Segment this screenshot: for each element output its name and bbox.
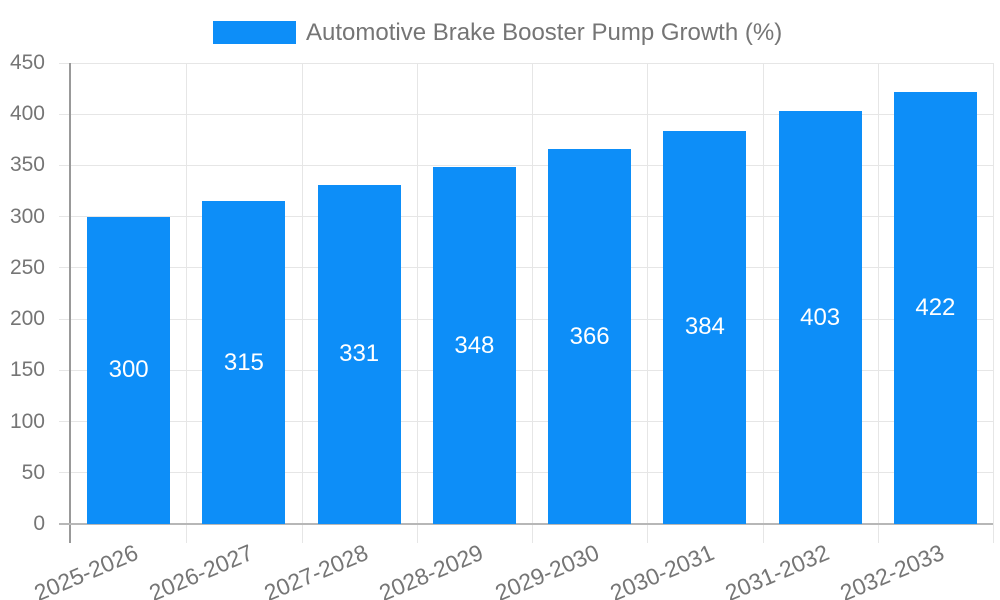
y-axis-tick-label: 50 xyxy=(21,460,45,484)
y-axis-tick-label: 100 xyxy=(9,409,45,433)
bar-value-label: 348 xyxy=(454,331,495,359)
bar-value-label: 315 xyxy=(223,348,264,376)
y-gridline xyxy=(59,164,993,166)
bar[interactable] xyxy=(317,184,401,524)
bar-value-label: 300 xyxy=(108,356,149,384)
legend-label: Automotive Brake Booster Pump Growth (%) xyxy=(306,19,783,46)
x-gridline xyxy=(763,63,764,543)
x-gridline xyxy=(302,63,303,543)
y-gridline xyxy=(59,318,993,320)
x-gridline xyxy=(647,63,648,543)
x-axis-tick-label: 2030-2031 xyxy=(606,539,718,600)
x-gridline xyxy=(186,63,187,543)
x-gridline xyxy=(878,63,879,543)
x-axis-tick-label: 2026-2027 xyxy=(145,539,257,600)
bar[interactable] xyxy=(893,91,977,524)
bar-value-label: 384 xyxy=(684,313,725,341)
y-gridline xyxy=(59,421,993,423)
x-axis-baseline xyxy=(59,523,993,525)
legend-swatch xyxy=(213,21,296,44)
y-gridline xyxy=(59,472,993,474)
bar[interactable] xyxy=(548,149,632,524)
y-axis-tick-label: 250 xyxy=(9,255,45,279)
y-gridline xyxy=(59,267,993,269)
bar[interactable] xyxy=(663,130,747,524)
y-axis-tick-label: 450 xyxy=(9,51,45,74)
y-gridline xyxy=(59,216,993,218)
y-axis-tick-label: 400 xyxy=(9,102,45,126)
bar-value-label: 366 xyxy=(569,322,610,350)
x-axis-tick-label: 2031-2032 xyxy=(721,539,833,600)
bar-value-label: 422 xyxy=(915,293,956,321)
x-gridline xyxy=(417,63,418,543)
y-gridline xyxy=(59,369,993,371)
x-axis-tick-label: 2028-2029 xyxy=(375,539,488,600)
bar[interactable] xyxy=(778,111,862,524)
bar-value-label: 403 xyxy=(800,303,841,331)
y-axis-tick-label: 350 xyxy=(9,153,45,177)
y-axis-tick-label: 300 xyxy=(9,204,45,228)
x-axis-tick-label: 2029-2030 xyxy=(490,539,603,600)
y-axis-tick-label: 0 xyxy=(33,512,45,535)
x-axis-tick-label: 2032-2033 xyxy=(836,539,949,600)
y-gridline xyxy=(59,62,993,64)
x-gridline xyxy=(532,63,533,543)
bar-value-label: 331 xyxy=(339,340,380,368)
x-axis-tick-label: 2027-2028 xyxy=(260,539,372,600)
y-gridline xyxy=(59,113,993,115)
bar[interactable] xyxy=(87,216,171,524)
y-axis-tick-label: 200 xyxy=(9,307,45,331)
bar[interactable] xyxy=(202,201,286,524)
y-axis-tick-label: 150 xyxy=(9,358,45,382)
x-axis-tick-label: 2025-2026 xyxy=(29,539,142,600)
bar[interactable] xyxy=(432,167,516,524)
x-gridline xyxy=(993,63,994,543)
y-axis-line xyxy=(69,63,71,543)
